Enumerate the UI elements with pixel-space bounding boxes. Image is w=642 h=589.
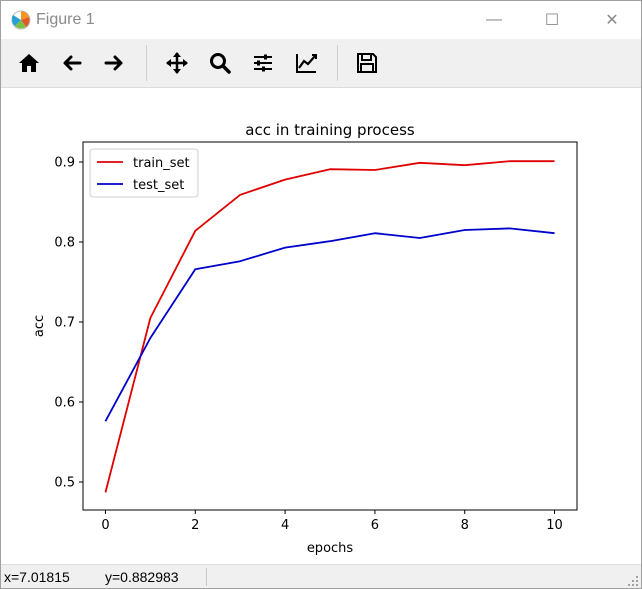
legend-box	[89, 148, 199, 198]
configure-subplots-icon	[254, 54, 272, 72]
status-bar: x=7.01815 y=0.882983	[1, 564, 641, 588]
x-tick-label: 10	[546, 518, 563, 533]
cursor-x-readout: x=7.01815	[4, 569, 70, 585]
series-line-train-set	[104, 160, 555, 493]
x-axis-label: epochs	[307, 541, 354, 556]
pan-button[interactable]	[160, 46, 194, 80]
x-tick-label: 0	[101, 518, 109, 533]
axes-frame	[82, 141, 578, 511]
save-icon	[357, 53, 377, 73]
y-tick-label: 0.6	[54, 396, 75, 411]
close-icon: ✕	[605, 12, 619, 29]
status-separator	[206, 568, 207, 586]
title-bar: Figure 1 — ☐ ✕	[1, 1, 641, 39]
pan-icon	[166, 52, 188, 74]
y-tick-label: 0.7	[54, 316, 75, 331]
y-tick-label: 0.8	[54, 236, 75, 251]
y-axis-label: acc	[32, 315, 47, 337]
toolbar-separator	[337, 45, 338, 81]
series-line-test-set	[104, 227, 555, 422]
legend-label: test_set	[133, 178, 184, 193]
y-tick-label: 0.9	[54, 156, 75, 171]
legend-label: train_set	[133, 156, 190, 171]
maximize-button[interactable]: ☐	[529, 1, 575, 39]
maximize-icon: ☐	[544, 12, 560, 29]
edit-axis-button[interactable]	[289, 46, 323, 80]
edit-axis-icon	[296, 54, 317, 73]
x-tick-label: 6	[371, 518, 379, 533]
forward-arrow-icon	[104, 55, 123, 71]
home-button[interactable]	[12, 46, 46, 80]
minimize-button[interactable]: —	[471, 1, 517, 39]
back-arrow-icon	[63, 55, 82, 71]
cursor-y-readout: y=0.882983	[105, 569, 179, 585]
forward-button[interactable]	[97, 46, 131, 80]
back-button[interactable]	[55, 46, 89, 80]
legend: train_set test_set	[89, 148, 199, 198]
close-button[interactable]: ✕	[589, 1, 635, 39]
matplotlib-logo-icon	[11, 10, 31, 30]
chart-title: acc in training process	[245, 121, 415, 139]
toolbar-separator	[146, 45, 147, 81]
configure-subplots-button[interactable]	[246, 46, 280, 80]
minimize-icon: —	[486, 11, 502, 28]
zoom-icon	[210, 53, 231, 74]
zoom-button[interactable]	[203, 46, 237, 80]
save-button[interactable]	[350, 46, 384, 80]
navigation-toolbar	[1, 39, 641, 88]
x-tick-label: 2	[191, 518, 199, 533]
x-tick-label: 4	[281, 518, 289, 533]
x-tick-label: 8	[461, 518, 469, 533]
line-chart: 0 2 4 6 8 10 0.5 0.6 0.7 0.8 0.9 acc in training p…	[32, 121, 578, 556]
figure-canvas[interactable]: 0 2 4 6 8 10 0.5 0.6 0.7 0.8 0.9 acc in training p…	[1, 88, 641, 562]
home-icon	[19, 54, 39, 72]
y-tick-label: 0.5	[54, 476, 75, 491]
resize-grip-icon[interactable]	[627, 575, 639, 587]
window-title: Figure 1	[36, 11, 95, 28]
